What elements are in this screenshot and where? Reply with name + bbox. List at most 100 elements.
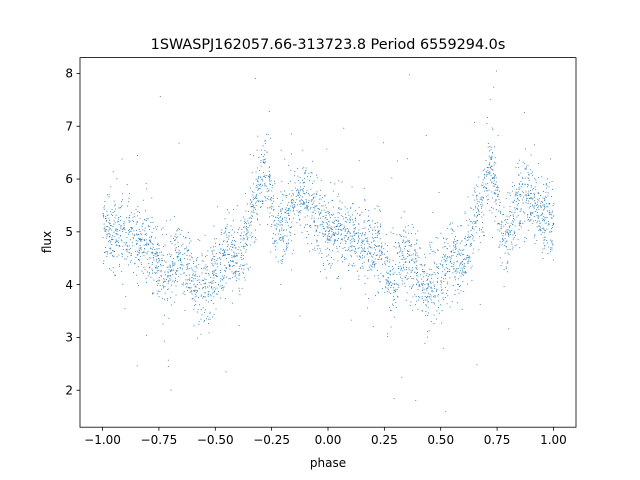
data-point [183,291,185,293]
data-point [233,256,235,258]
data-point [115,244,117,246]
data-point [292,209,294,211]
data-point [220,270,221,271]
data-point [338,226,340,228]
data-point [202,280,204,282]
data-point [335,219,337,221]
data-point [475,184,477,186]
data-point [291,190,293,192]
data-point [500,228,502,230]
data-point [325,230,327,232]
data-point [349,232,351,234]
data-point [159,291,161,293]
data-point [530,214,532,216]
data-point [422,280,424,282]
data-point [211,286,213,288]
data-point [304,207,306,209]
data-point [196,265,197,267]
data-point [225,227,226,229]
data-point [115,241,117,243]
data-point [220,288,222,289]
data-point [182,243,184,245]
data-point [265,185,267,187]
data-point [541,214,543,216]
data-point [169,264,171,266]
data-point [191,269,193,271]
data-point [442,247,444,249]
data-point [415,296,417,298]
data-point [228,235,230,237]
data-point [237,271,239,272]
data-point [163,246,165,248]
data-point [515,234,516,236]
data-point [532,212,534,214]
data-point [277,223,279,225]
data-point [149,236,151,238]
data-point [534,177,536,179]
data-point [432,212,434,214]
x-tick-label: 0.75 [484,433,511,447]
data-point [280,211,282,212]
data-point [366,237,368,239]
data-point [404,262,406,263]
data-point [435,266,437,268]
data-point [310,172,312,173]
data-point [284,235,286,237]
data-point [494,193,496,195]
data-point [118,218,119,220]
data-point [358,259,360,260]
data-point [304,202,306,204]
data-point [540,205,542,207]
data-point [202,297,204,299]
data-point [468,256,470,258]
data-point [202,307,204,309]
data-point [386,256,388,258]
data-point [479,229,480,231]
data-point [450,257,452,259]
data-point [387,245,388,247]
data-point [330,182,332,184]
data-point [367,247,369,249]
data-point [537,215,539,217]
data-point [421,278,423,280]
data-point [197,257,199,258]
data-point [174,277,176,279]
data-point [131,254,132,256]
data-point [260,207,261,208]
data-point [403,264,405,266]
data-point [115,228,117,230]
data-point [386,279,388,281]
data-point [469,218,471,220]
data-point [180,274,182,276]
data-point [425,304,427,306]
data-point [535,211,537,212]
data-point [446,238,448,240]
data-point [181,264,183,266]
data-point [284,209,286,211]
data-point [481,205,483,207]
data-point [327,226,329,228]
data-point [327,211,329,213]
data-point [429,297,431,299]
data-point [311,172,313,174]
data-point [482,170,484,172]
data-point [483,197,485,199]
data-point [468,255,470,257]
data-point [319,231,321,233]
data-point [375,229,376,231]
data-point [234,254,235,256]
data-point [348,214,350,216]
data-point [381,251,383,253]
data-point [409,305,411,307]
data-point [146,220,148,222]
data-point [309,225,310,227]
data-point [240,220,242,222]
data-point [116,230,118,232]
data-point [495,162,497,164]
data-point [170,284,172,286]
data-point [506,232,508,233]
data-point [444,273,446,275]
data-point [249,187,251,189]
data-point [443,299,445,301]
data-point [209,311,211,313]
